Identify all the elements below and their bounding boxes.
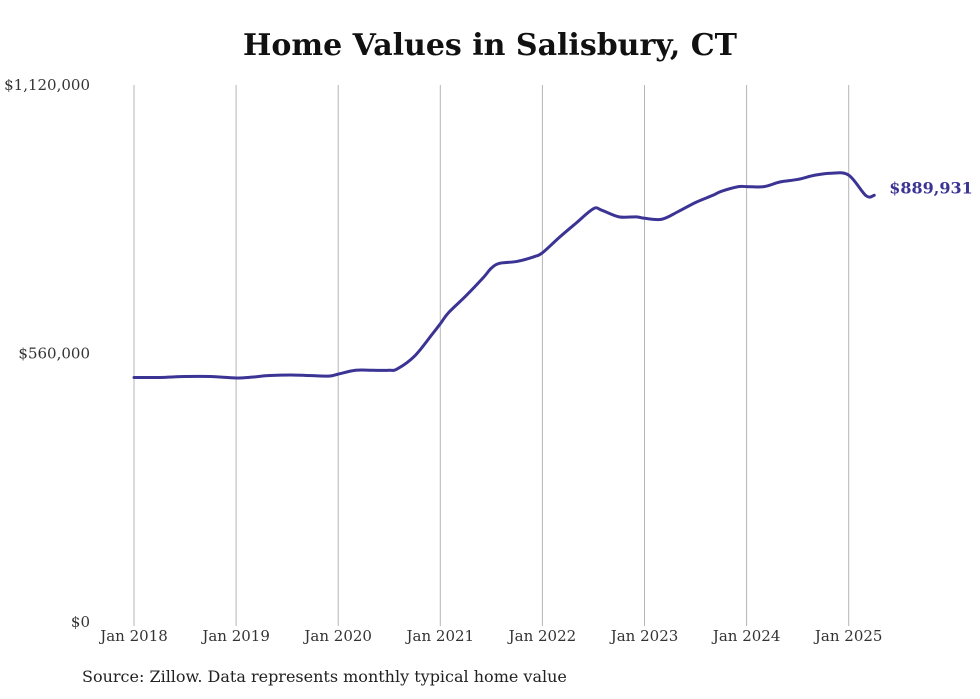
series-line-0 — [132, 171, 876, 380]
x-tick-label: Jan 2021 — [405, 627, 475, 645]
end-value-label: $889,931 — [889, 178, 973, 197]
y-tick-label: $1,120,000 — [4, 76, 90, 94]
y-axis-labels: $0 $560,000 $1,120,000 — [4, 76, 90, 631]
x-tick-label: Jan 2018 — [98, 627, 168, 645]
x-tick-label: Jan 2019 — [200, 627, 270, 645]
x-tick-label: Jan 2023 — [609, 627, 679, 645]
x-axis-labels: Jan 2018 Jan 2019 Jan 2020 Jan 2021 Jan 2022… — [98, 627, 882, 645]
x-tick-label: Jan 2025 — [813, 627, 883, 645]
chart-title: Home Values in Salisbury, CT — [243, 28, 737, 63]
x-tick-label: Jan 2022 — [507, 627, 577, 645]
y-tick-label: $560,000 — [18, 345, 90, 363]
x-tick-label: Jan 2020 — [302, 627, 372, 645]
source-note: Source: Zillow. Data represents monthly … — [82, 667, 567, 686]
series-layer: $889,931 — [132, 171, 973, 380]
y-tick-label: $0 — [71, 613, 90, 631]
grid-lines — [133, 85, 850, 626]
x-tick-label: Jan 2024 — [711, 627, 781, 645]
